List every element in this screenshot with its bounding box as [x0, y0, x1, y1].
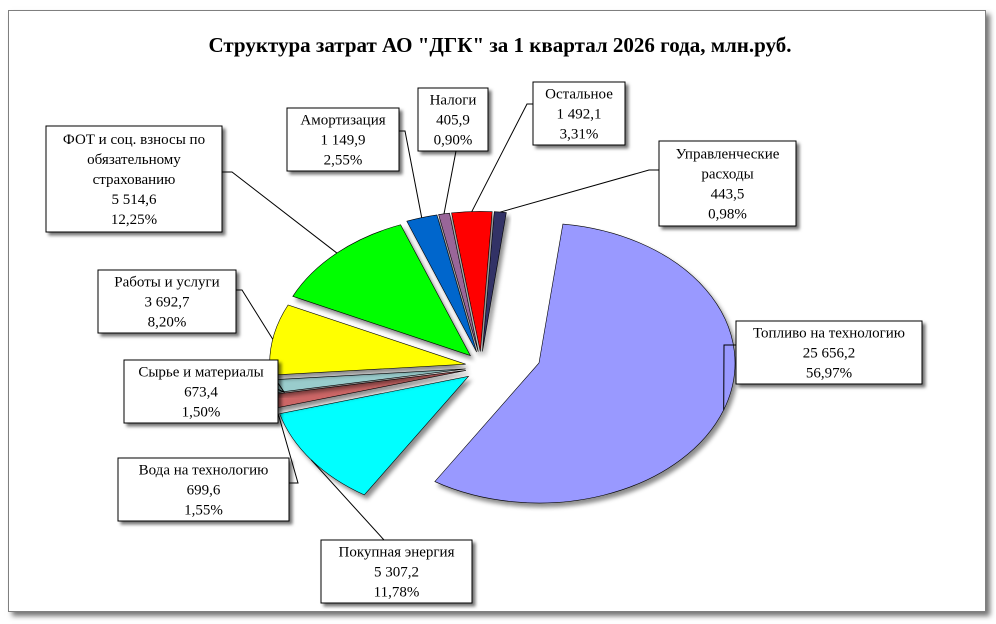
label-value-water: 699,6	[187, 483, 221, 499]
label-box-purchased-energy	[320, 539, 473, 604]
label-name-other: Остальное	[545, 87, 613, 103]
label-fuel: Топливо на технологию 25 656,2 56,97%	[735, 320, 923, 385]
label-value-fuel: 25 656,2	[803, 346, 856, 362]
label-name-water: Вода на технологию	[139, 463, 269, 479]
label-management: Управленческие расходы 443,5 0,98%	[658, 140, 797, 227]
leader-depreciation	[399, 130, 423, 218]
label-value-payroll: 5 514,6	[112, 192, 158, 208]
label-name-payroll: ФОТ и соц. взносы по	[63, 132, 205, 148]
leader-water	[274, 401, 299, 484]
label-name-purchased-energy: Покупная энергия	[339, 545, 455, 561]
label-percent-other: 3,31%	[560, 127, 599, 143]
label-box-management	[658, 140, 797, 227]
label-payroll: ФОТ и соц. взносы по обязательному страхов…	[45, 125, 223, 233]
label-name-works-services: Работы и услуги	[114, 275, 219, 291]
slice-payroll	[292, 224, 471, 357]
leader-other	[471, 103, 533, 212]
label-box-payroll	[45, 125, 223, 233]
leader-taxes	[443, 150, 457, 214]
label-name-management: Управленческие	[676, 147, 780, 163]
label-box-raw-materials	[123, 359, 279, 424]
label-percent-water: 1,55%	[184, 503, 223, 519]
label-percent-purchased-energy: 11,78%	[374, 585, 420, 601]
label-value-taxes: 405,9	[436, 113, 470, 129]
label-percent-payroll: 12,25%	[111, 212, 157, 228]
leader-works-services	[236, 289, 274, 340]
label-box-water	[117, 457, 290, 522]
label-name-payroll: страхованию	[93, 172, 176, 188]
label-purchased-energy: Покупная энергия 5 307,2 11,78%	[320, 539, 473, 604]
slice-labels: Топливо на технологию 25 656,2 56,97% Покуп…	[45, 81, 923, 604]
slice-other	[451, 211, 493, 352]
label-box-other	[532, 81, 626, 146]
leader-lines	[222, 103, 736, 541]
label-percent-depreciation: 2,55%	[324, 153, 363, 169]
label-value-purchased-energy: 5 307,2	[374, 565, 419, 581]
label-box-taxes	[417, 87, 489, 152]
label-taxes: Налоги 405,9 0,90%	[417, 87, 489, 152]
label-name-raw-materials: Сырье и материалы	[138, 365, 263, 381]
label-percent-management: 0,98%	[708, 207, 747, 223]
label-name-management: расходы	[701, 167, 753, 183]
label-percent-works-services: 8,20%	[148, 315, 187, 331]
label-name-payroll: обязательному	[87, 152, 181, 168]
slice-management	[482, 211, 507, 352]
label-box-depreciation	[286, 107, 400, 172]
label-percent-taxes: 0,90%	[434, 133, 473, 149]
label-percent-fuel: 56,97%	[806, 366, 852, 382]
label-depreciation: Амортизация 1 149,9 2,55%	[286, 107, 400, 172]
label-value-raw-materials: 673,4	[184, 385, 218, 401]
label-box-fuel	[735, 320, 923, 385]
chart-title: Структура затрат АО "ДГК" за 1 квартал 2…	[208, 33, 791, 57]
leader-payroll	[222, 171, 338, 254]
label-box-works-services	[97, 269, 237, 334]
label-other: Остальное 1 492,1 3,31%	[532, 81, 626, 146]
leader-management	[500, 169, 659, 213]
slice-depreciation	[406, 214, 477, 353]
label-value-management: 443,5	[711, 187, 745, 203]
leader-fuel	[723, 344, 736, 410]
label-value-works-services: 3 692,7	[145, 295, 191, 311]
label-value-other: 1 492,1	[557, 107, 602, 123]
pie-slices	[269, 211, 736, 504]
label-percent-raw-materials: 1,50%	[182, 405, 221, 421]
label-value-depreciation: 1 149,9	[321, 133, 366, 149]
label-works-services: Работы и услуги 3 692,7 8,20%	[97, 269, 237, 334]
label-raw-materials: Сырье и материалы 673,4 1,50%	[123, 359, 279, 424]
label-name-depreciation: Амортизация	[300, 113, 385, 129]
label-water: Вода на технологию 699,6 1,55%	[117, 457, 290, 522]
label-name-fuel: Топливо на технологию	[753, 326, 905, 342]
label-name-taxes: Налоги	[430, 93, 477, 109]
leader-purchased-energy	[310, 459, 385, 541]
